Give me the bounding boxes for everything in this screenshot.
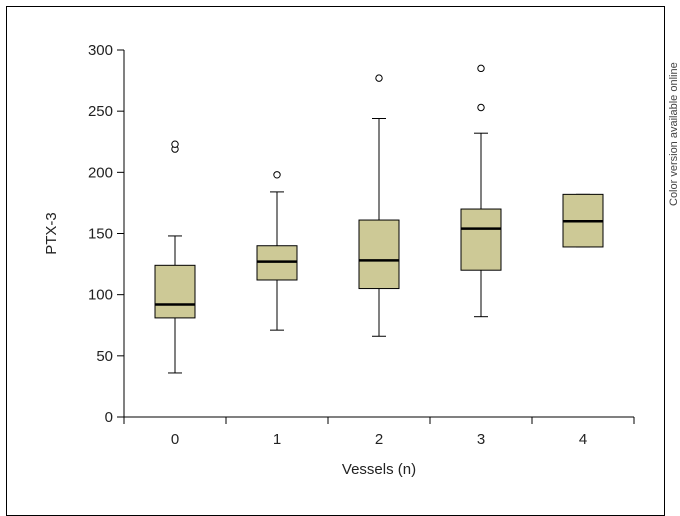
box-0-iqr (154, 264, 196, 319)
box-2-outlier-0 (375, 74, 383, 82)
y-tick-label-300: 300 (88, 42, 113, 59)
side-note: Color version available online (666, 6, 680, 206)
x-axis-title: Vessels (n) (342, 461, 416, 478)
y-tick-label-50: 50 (96, 348, 113, 365)
box-3-outlier-1 (477, 64, 485, 73)
x-tick-label-3: 3 (477, 431, 485, 448)
x-tick-label-4: 4 (579, 431, 587, 448)
side-note-text: Color version available online (668, 62, 680, 206)
box-2-iqr (358, 219, 400, 290)
y-tick-label-100: 100 (88, 287, 113, 304)
box-3-outlier-0 (477, 103, 485, 112)
y-tick-label-200: 200 (88, 164, 113, 181)
box-1-outlier-0 (273, 171, 281, 179)
box-3-iqr (460, 208, 502, 271)
x-tick-label-0: 0 (171, 431, 179, 448)
x-tick-label-2: 2 (375, 431, 383, 448)
y-tick-label-150: 150 (88, 226, 113, 243)
y-tick-label-0: 0 (105, 409, 113, 426)
y-tick-label-250: 250 (88, 103, 113, 120)
y-axis-title: PTX-3 (43, 212, 60, 255)
box-0-outlier-1 (171, 140, 179, 148)
plot-area: 0 50 100 150 200 250 300 0 1 2 3 4 (88, 42, 635, 448)
x-tick-label-1: 1 (273, 431, 281, 448)
